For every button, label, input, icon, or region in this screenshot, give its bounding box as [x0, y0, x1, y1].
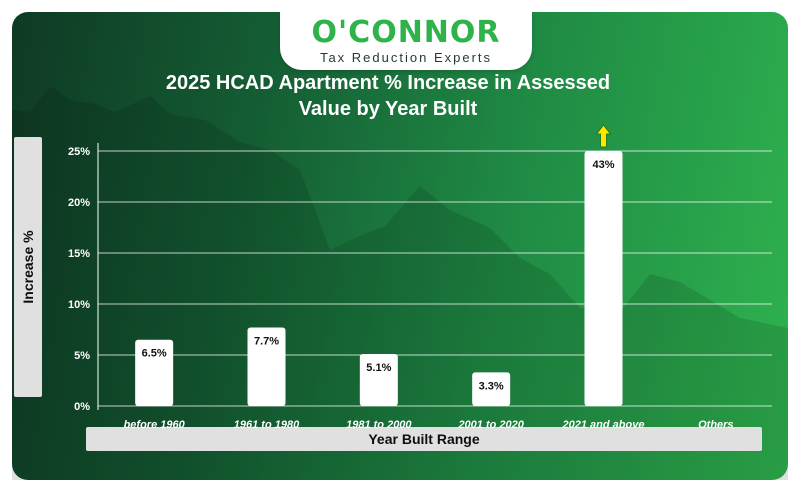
y-axis-label-box: Increase %: [14, 137, 42, 397]
x-tick-label: Others: [698, 419, 733, 431]
chart-title: 2025 HCAD Apartment % Increase in Assess…: [165, 72, 611, 120]
data-label: 43%: [592, 159, 614, 171]
bar: [135, 339, 174, 406]
logo-tab: O'CONNOR Tax Reduction Experts: [280, 12, 532, 70]
x-tick-label: 1961 to 1980: [234, 419, 300, 431]
x-tick-label: 2021 and above: [562, 419, 645, 431]
x-tick-label: before 1960: [124, 419, 186, 431]
bar: [584, 151, 623, 406]
bar: [472, 372, 511, 406]
y-tick-label: 10%: [68, 299, 90, 311]
x-axis-label-box: Year Built Range: [86, 427, 762, 451]
data-label: 5.1%: [366, 362, 391, 374]
x-tick-label: 2001 to 2020: [457, 419, 524, 431]
y-tick-label: 0%: [74, 401, 90, 413]
up-arrow-icon: [595, 124, 612, 148]
y-tick-label: 15%: [68, 248, 90, 260]
y-tick-label: 25%: [68, 146, 90, 158]
y-tick-label: 5%: [74, 350, 90, 362]
logo-tagline: Tax Reduction Experts: [319, 50, 493, 65]
x-axis-label: Year Built Range: [368, 431, 480, 447]
bar: [359, 353, 398, 406]
bar: [247, 327, 286, 406]
logo-wordmark: O'CONNOR: [311, 15, 501, 50]
x-tick-label: 1981 to 2000: [346, 419, 412, 431]
y-tick-label: 20%: [68, 197, 90, 209]
data-label: 3.3%: [479, 380, 504, 392]
data-label: 7.7%: [254, 335, 279, 347]
data-label: 6.5%: [142, 348, 167, 360]
